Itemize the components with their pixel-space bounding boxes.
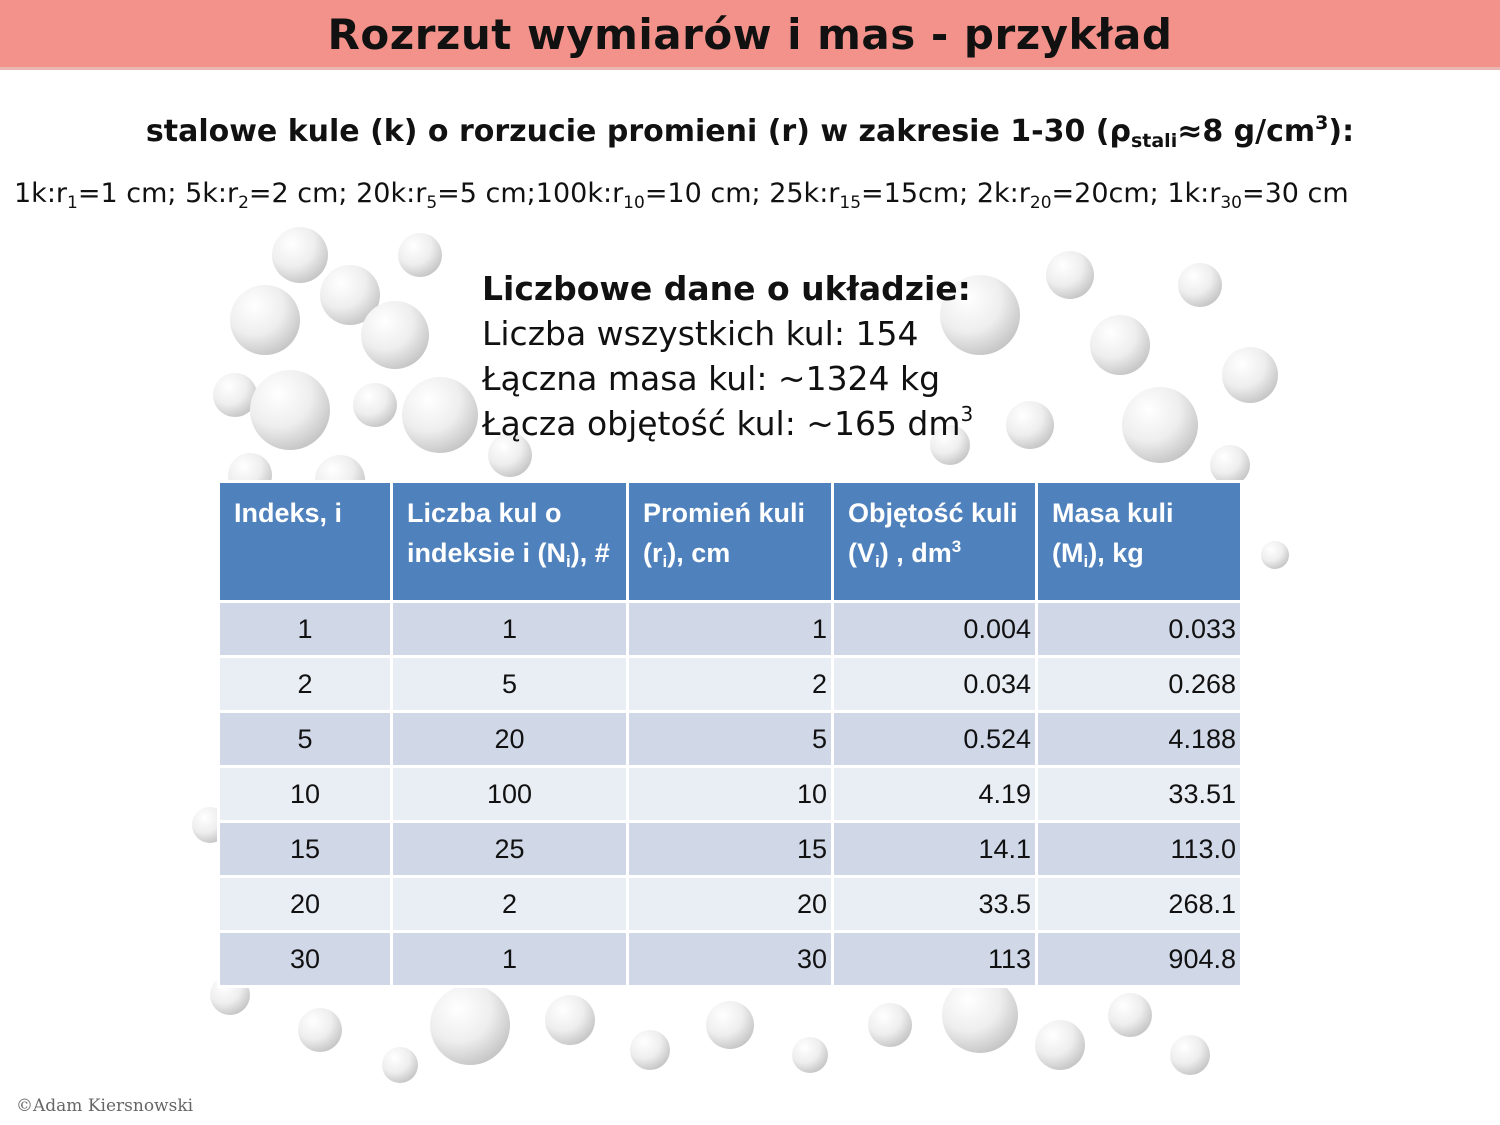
spec-item: 5k:r2=2 cm;	[185, 178, 357, 213]
spheres-table: Indeks, i Liczba kul o indeksie i (Ni), …	[217, 480, 1243, 988]
spec-item: 2k:r20=20cm;	[976, 178, 1168, 213]
cell-radius: 2	[626, 655, 834, 713]
cell-volume: 0.034	[831, 655, 1038, 713]
cell-radius: 15	[626, 820, 834, 878]
cell-index: 10	[217, 765, 393, 823]
cell-radius: 1	[626, 600, 834, 658]
summary-count: Liczba wszystkich kul: 154	[482, 314, 919, 353]
cell-radius: 5	[626, 710, 834, 768]
rho-symbol: ρ	[1109, 114, 1131, 149]
summary-mass: Łączna masa kul: ~1324 kg	[482, 359, 941, 398]
cell-index: 30	[217, 930, 393, 988]
cell-radius: 20	[626, 875, 834, 933]
system-summary: Liczbowe dane o układzie: Liczba wszystk…	[482, 266, 973, 446]
table-row: 2 5 2 0.034 0.268	[217, 655, 1243, 713]
cell-index: 5	[217, 710, 393, 768]
header-radius: Promień kuli (ri), cm	[626, 480, 834, 603]
table-row: 10 100 10 4.19 33.51	[217, 765, 1243, 823]
cell-index: 20	[217, 875, 393, 933]
cell-mass: 904.8	[1035, 930, 1243, 988]
table-row: 5 20 5 0.524 4.188	[217, 710, 1243, 768]
cell-index: 2	[217, 655, 393, 713]
cell-count: 25	[390, 820, 629, 878]
spec-item: 1k:r1=1 cm;	[14, 178, 186, 213]
header-count: Liczba kul o indeksie i (Ni), #	[390, 480, 629, 603]
subtitle-prefix: stalowe kule (k) o rorzucie promieni (r)…	[145, 114, 1110, 149]
cell-index: 1	[217, 600, 393, 658]
cell-count: 1	[390, 600, 629, 658]
table-header-row: Indeks, i Liczba kul o indeksie i (Ni), …	[217, 480, 1243, 603]
table-row: 15 25 15 14.1 113.0	[217, 820, 1243, 878]
table-row: 30 1 30 113 904.8	[217, 930, 1243, 988]
cell-volume: 33.5	[831, 875, 1038, 933]
summary-volume: Łącza objętość kul: ~165 dm3	[482, 402, 974, 443]
cell-radius: 10	[626, 765, 834, 823]
spec-item: 100k:r10=10 cm;	[535, 178, 770, 213]
cell-volume: 14.1	[831, 820, 1038, 878]
cell-volume: 113	[831, 930, 1038, 988]
cell-radius: 30	[626, 930, 834, 988]
subtitle: stalowe kule (k) o rorzucie promieni (r)…	[0, 112, 1500, 152]
subtitle-suffix: ):	[1328, 114, 1355, 149]
cell-volume: 0.004	[831, 600, 1038, 658]
cell-count: 2	[390, 875, 629, 933]
header-index: Indeks, i	[217, 480, 393, 603]
spec-item: 1k:r30=30 cm	[1167, 178, 1349, 213]
density-value: 8 g/cm	[1202, 114, 1316, 149]
header-volume: Objętość kuli (Vi) , dm3	[831, 480, 1038, 603]
cell-index: 15	[217, 820, 393, 878]
cell-mass: 4.188	[1035, 710, 1243, 768]
slide-title: Rozrzut wymiarów i mas - przykład	[327, 10, 1173, 59]
table-row: 1 1 1 0.004 0.033	[217, 600, 1243, 658]
table-row: 20 2 20 33.5 268.1	[217, 875, 1243, 933]
cell-mass: 113.0	[1035, 820, 1243, 878]
spec-item: 25k:r15=15cm;	[769, 178, 977, 213]
bubbles-background-image	[192, 227, 1289, 1083]
spec-line: 1k:r1=1 cm; 5k:r2=2 cm; 20k:r5=5 cm;100k…	[14, 178, 1349, 213]
approx-symbol: ≈	[1177, 114, 1203, 149]
cell-count: 1	[390, 930, 629, 988]
cell-mass: 0.033	[1035, 600, 1243, 658]
cell-count: 20	[390, 710, 629, 768]
cell-mass: 0.268	[1035, 655, 1243, 713]
cell-volume: 4.19	[831, 765, 1038, 823]
copyright-footer: ©Adam Kiersnowski	[16, 1096, 194, 1116]
title-bar: Rozrzut wymiarów i mas - przykład	[0, 0, 1500, 70]
cell-volume: 0.524	[831, 710, 1038, 768]
cell-mass: 33.51	[1035, 765, 1243, 823]
rho-subscript: stali	[1130, 130, 1178, 152]
summary-heading: Liczbowe dane o układzie:	[482, 269, 971, 308]
density-superscript: 3	[1315, 112, 1329, 134]
cell-mass: 268.1	[1035, 875, 1243, 933]
cell-count: 5	[390, 655, 629, 713]
cell-count: 100	[390, 765, 629, 823]
header-mass: Masa kuli (Mi), kg	[1035, 480, 1243, 603]
spec-item: 20k:r5=5 cm;	[356, 178, 536, 213]
